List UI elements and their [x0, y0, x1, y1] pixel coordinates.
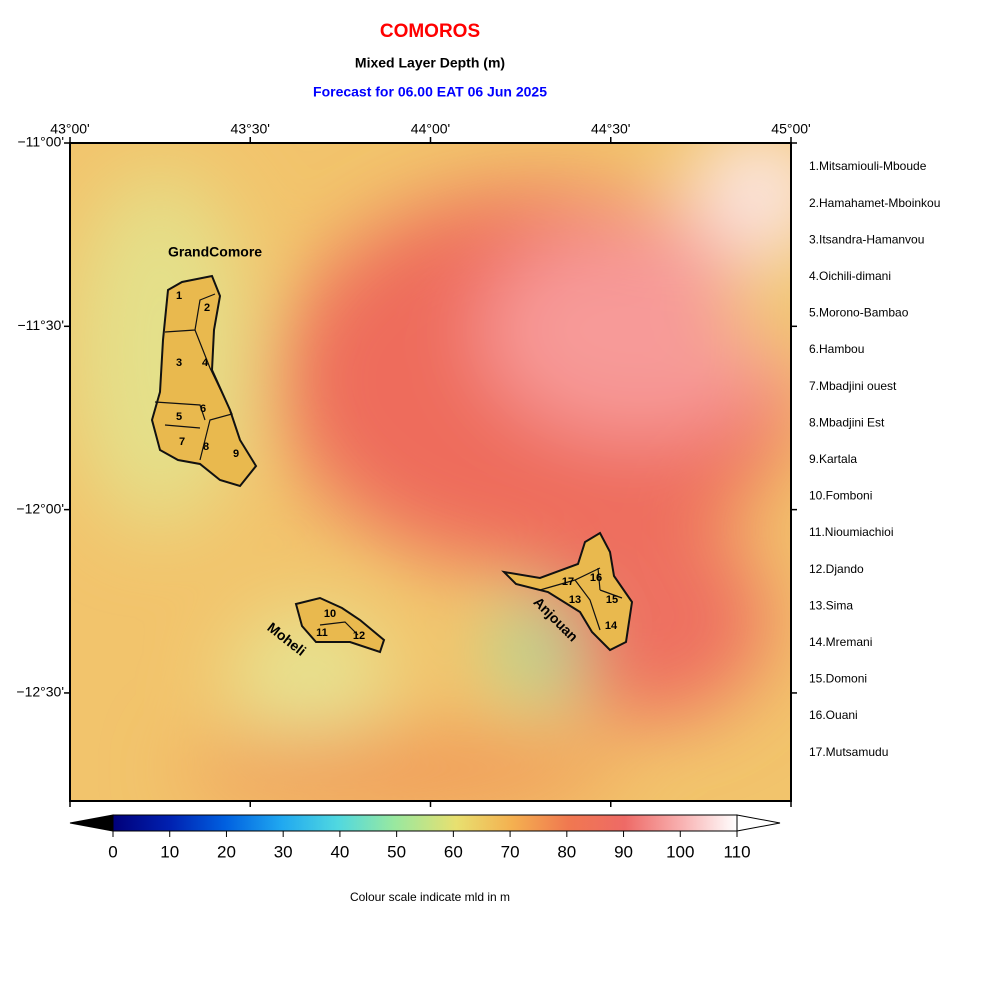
- lon-tick-label: 44°30': [591, 121, 630, 137]
- region-number: 5: [176, 411, 182, 423]
- colorbar-high-arrow: [736, 814, 781, 832]
- region-borders: [154, 293, 623, 636]
- colorbar-tick-label: 0: [108, 842, 117, 861]
- region-number: 7: [179, 436, 185, 448]
- region-number: 15: [606, 594, 618, 606]
- region-number: 6: [200, 403, 206, 415]
- anjouan: [501, 531, 634, 652]
- colorbar-caption: Colour scale indicate mld in m: [350, 890, 510, 904]
- region-number: 2: [204, 302, 210, 314]
- lon-tick-label: 43°30': [231, 121, 270, 137]
- colorbar-tick-label: 10: [160, 842, 179, 861]
- lon-tick-label: 44°00': [411, 121, 450, 137]
- colorbar-tick-label: 80: [557, 842, 576, 861]
- colorbar-frame: [112, 814, 738, 832]
- region-number: 11: [316, 627, 328, 639]
- region-legend-entry: 5.Morono-Bambao: [809, 306, 909, 320]
- region-number: 17: [562, 576, 574, 588]
- moheli: [294, 596, 386, 654]
- region-legend-entry: 6.Hambou: [809, 342, 864, 356]
- region-legend-entry: 14.Mremani: [809, 635, 872, 649]
- region-number: 16: [590, 572, 602, 584]
- region-legend-entry: 7.Mbadjini ouest: [809, 379, 897, 393]
- colorbar-tick-label: 40: [330, 842, 349, 861]
- region-number: 14: [605, 620, 618, 632]
- region-legend-entry: 2.Hamahamet-Mboinkou: [809, 196, 940, 210]
- region-number: 9: [233, 448, 239, 460]
- region-legend-entry: 1.Mitsamiouli-Mboude: [809, 159, 927, 173]
- region-legend-entry: 4.Oichili-dimani: [809, 269, 891, 283]
- colorbar-tick-label: 50: [387, 842, 406, 861]
- colorbar-low-arrow: [69, 814, 114, 832]
- region-number: 1: [176, 290, 182, 302]
- mld-field: [70, 143, 791, 801]
- colorbar-tick-label: 110: [723, 842, 750, 861]
- region-legend-entry: 10.Fomboni: [809, 489, 872, 503]
- region-legend-entry: 9.Kartala: [809, 452, 857, 466]
- grand-comore: [150, 274, 258, 488]
- region-number: 3: [176, 357, 182, 369]
- lat-tick-label: −12°30': [16, 684, 64, 700]
- region-number: 8: [203, 441, 209, 453]
- lat-tick-label: −12°00': [16, 500, 64, 516]
- colorbar-tick-label: 60: [444, 842, 463, 861]
- region-legend-entry: 12.Djando: [809, 562, 864, 576]
- region-number: 4: [202, 357, 209, 369]
- title: COMOROS: [380, 21, 480, 42]
- region-legend-entry: 3.Itsandra-Hamanvou: [809, 232, 924, 246]
- region-legend-entry: 11.Nioumiachioi: [809, 525, 894, 539]
- region-legend-entry: 17.Mutsamudu: [809, 745, 888, 759]
- island-label: GrandComore: [168, 244, 262, 260]
- colorbar-tick-label: 90: [614, 842, 633, 861]
- colorbar: [113, 815, 737, 831]
- colorbar-tick-label: 100: [666, 842, 694, 861]
- region-number: 10: [324, 608, 336, 620]
- colorbar-tick-label: 20: [217, 842, 236, 861]
- forecast: Forecast for 06.00 EAT 06 Jun 2025: [313, 84, 547, 100]
- islands: [150, 274, 634, 654]
- subtitle: Mixed Layer Depth (m): [355, 55, 505, 71]
- region-legend-entry: 13.Sima: [809, 598, 853, 612]
- lat-tick-label: −11°30': [17, 317, 64, 333]
- region-number: 13: [569, 594, 581, 606]
- region-number: 12: [353, 630, 365, 642]
- colorbar-tick-label: 30: [274, 842, 293, 861]
- colorbar-tick-label: 70: [501, 842, 520, 861]
- lon-tick-label: 45°00': [771, 121, 810, 137]
- region-legend-entry: 8.Mbadjini Est: [809, 415, 885, 429]
- region-legend-entry: 16.Ouani: [809, 708, 858, 722]
- lat-tick-label: −11°00': [17, 134, 64, 150]
- region-legend-entry: 15.Domoni: [809, 672, 867, 686]
- lon-tick-label: 43°00': [50, 121, 89, 137]
